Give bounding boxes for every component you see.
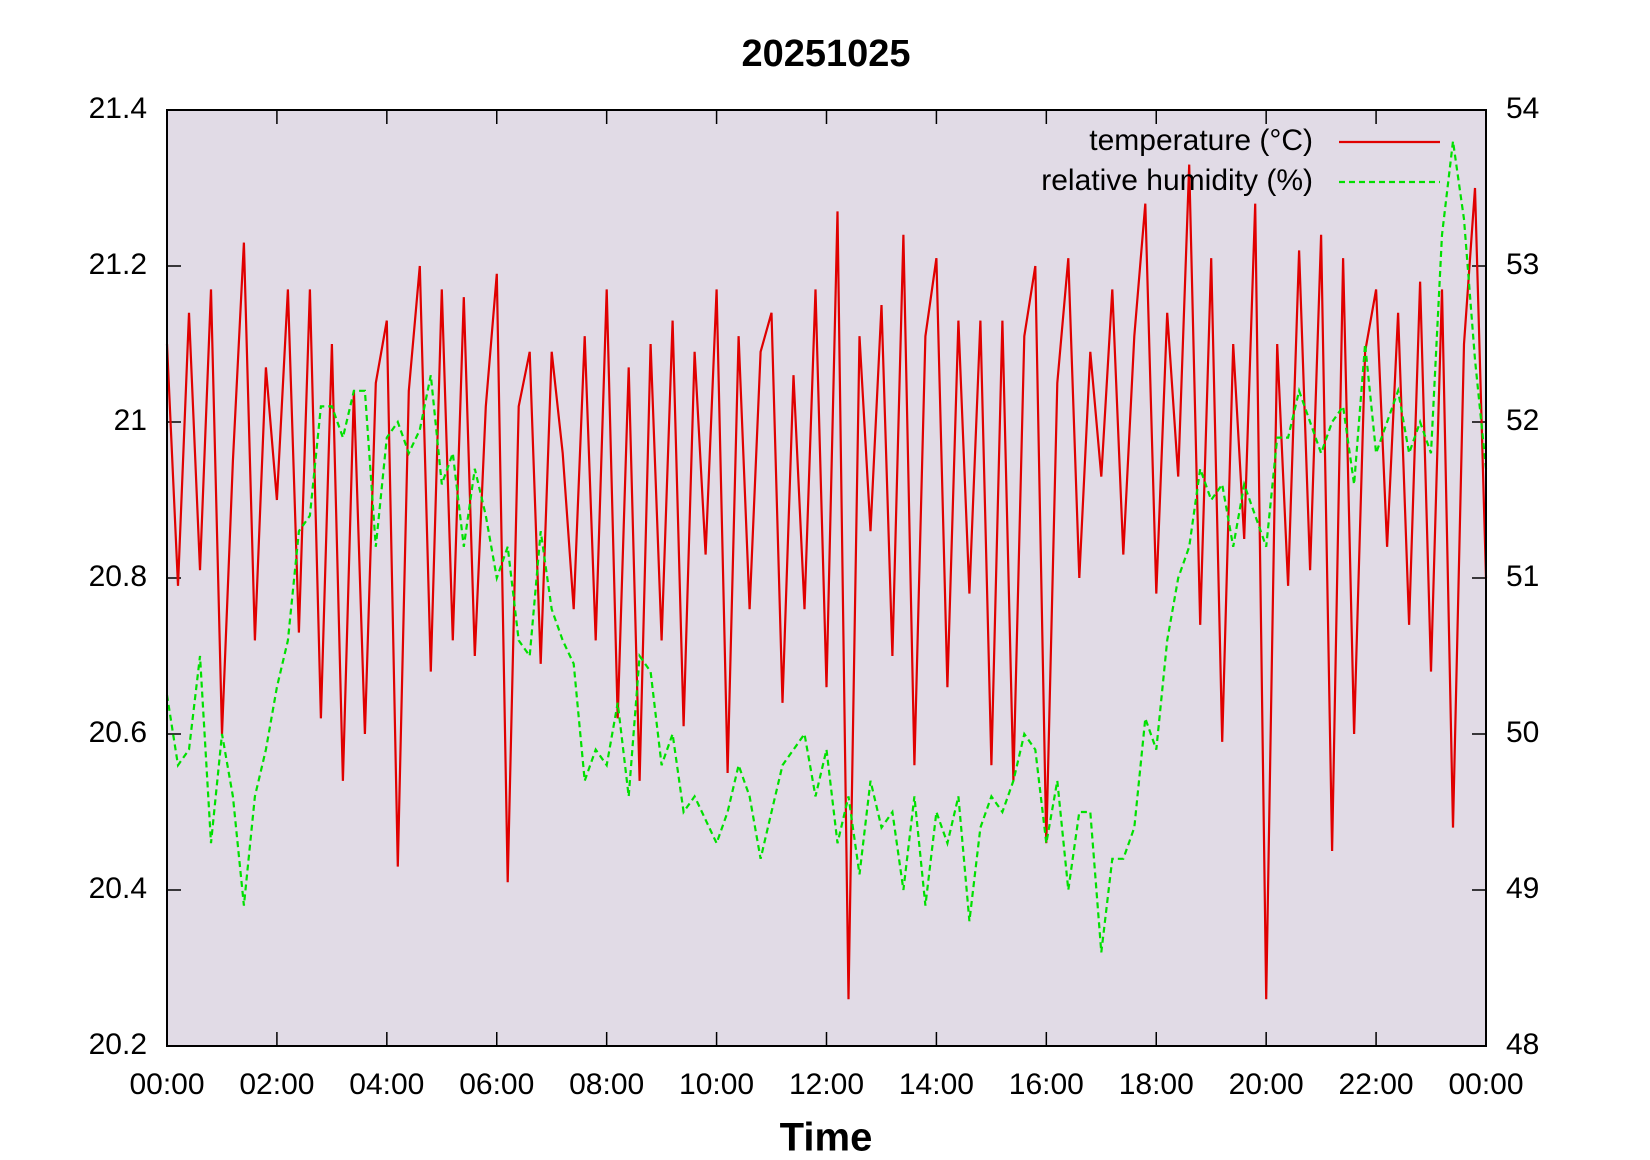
x-tick-label: 10:00	[679, 1068, 754, 1101]
y-tick-label: 21	[114, 404, 147, 437]
y-tick-label: 20.8	[89, 560, 147, 593]
y2-tick-label: 54	[1506, 92, 1539, 125]
x-tick-label: 00:00	[1448, 1068, 1523, 1101]
x-tick-label: 18:00	[1119, 1068, 1194, 1101]
y2-tick-label: 53	[1506, 248, 1539, 281]
legend-label: temperature (°C)	[1089, 124, 1313, 157]
legend-label: relative humidity (%)	[1041, 164, 1313, 197]
plot-background	[167, 110, 1486, 1046]
x-tick-label: 14:00	[899, 1068, 974, 1101]
y-tick-label: 21.4	[89, 92, 147, 125]
y2-tick-label: 52	[1506, 404, 1539, 437]
x-axis-label: Time	[780, 1116, 873, 1155]
x-tick-label: 08:00	[569, 1068, 644, 1101]
x-tick-label: 02:00	[239, 1068, 314, 1101]
x-tick-label: 16:00	[1009, 1068, 1084, 1101]
x-tick-label: 22:00	[1339, 1068, 1414, 1101]
y2-tick-label: 50	[1506, 716, 1539, 749]
x-tick-label: 20:00	[1229, 1068, 1304, 1101]
data-line	[165, 141, 1488, 953]
x-tick-label: 04:00	[349, 1068, 424, 1101]
x-tick-label: 06:00	[459, 1068, 534, 1101]
y-tick-label: 21.2	[89, 248, 147, 281]
y-tick-label: 20.6	[89, 716, 147, 749]
y2-tick-label: 48	[1506, 1028, 1539, 1061]
y-tick-label: 20.2	[89, 1028, 147, 1061]
y-tick-label: 20.4	[89, 872, 147, 905]
plot-frame	[166, 109, 1487, 1047]
y2-tick-label: 49	[1506, 872, 1539, 905]
data-line	[165, 164, 1488, 1000]
x-tick-label: 12:00	[789, 1068, 864, 1101]
y2-tick-label: 51	[1506, 560, 1539, 593]
chart-title: 20251025	[741, 33, 910, 75]
x-tick-label: 00:00	[129, 1068, 204, 1101]
